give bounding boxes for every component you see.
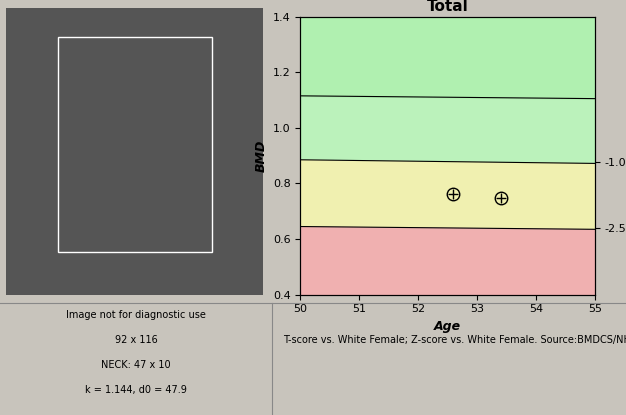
Y-axis label: BMD: BMD (254, 139, 267, 172)
Text: 92 x 116: 92 x 116 (115, 335, 158, 345)
X-axis label: Age: Age (434, 320, 461, 333)
Bar (58, 37, 212, 251)
Text: NECK: 47 x 10: NECK: 47 x 10 (101, 360, 171, 370)
Text: k = 1.144, d0 = 47.9: k = 1.144, d0 = 47.9 (85, 385, 187, 395)
Text: T-score vs. White Female; Z-score vs. White Female. Source:BMDCS/NHANES: T-score vs. White Female; Z-score vs. Wh… (283, 335, 626, 345)
Text: Image not for diagnostic use: Image not for diagnostic use (66, 310, 206, 320)
Title: Total: Total (427, 0, 468, 14)
